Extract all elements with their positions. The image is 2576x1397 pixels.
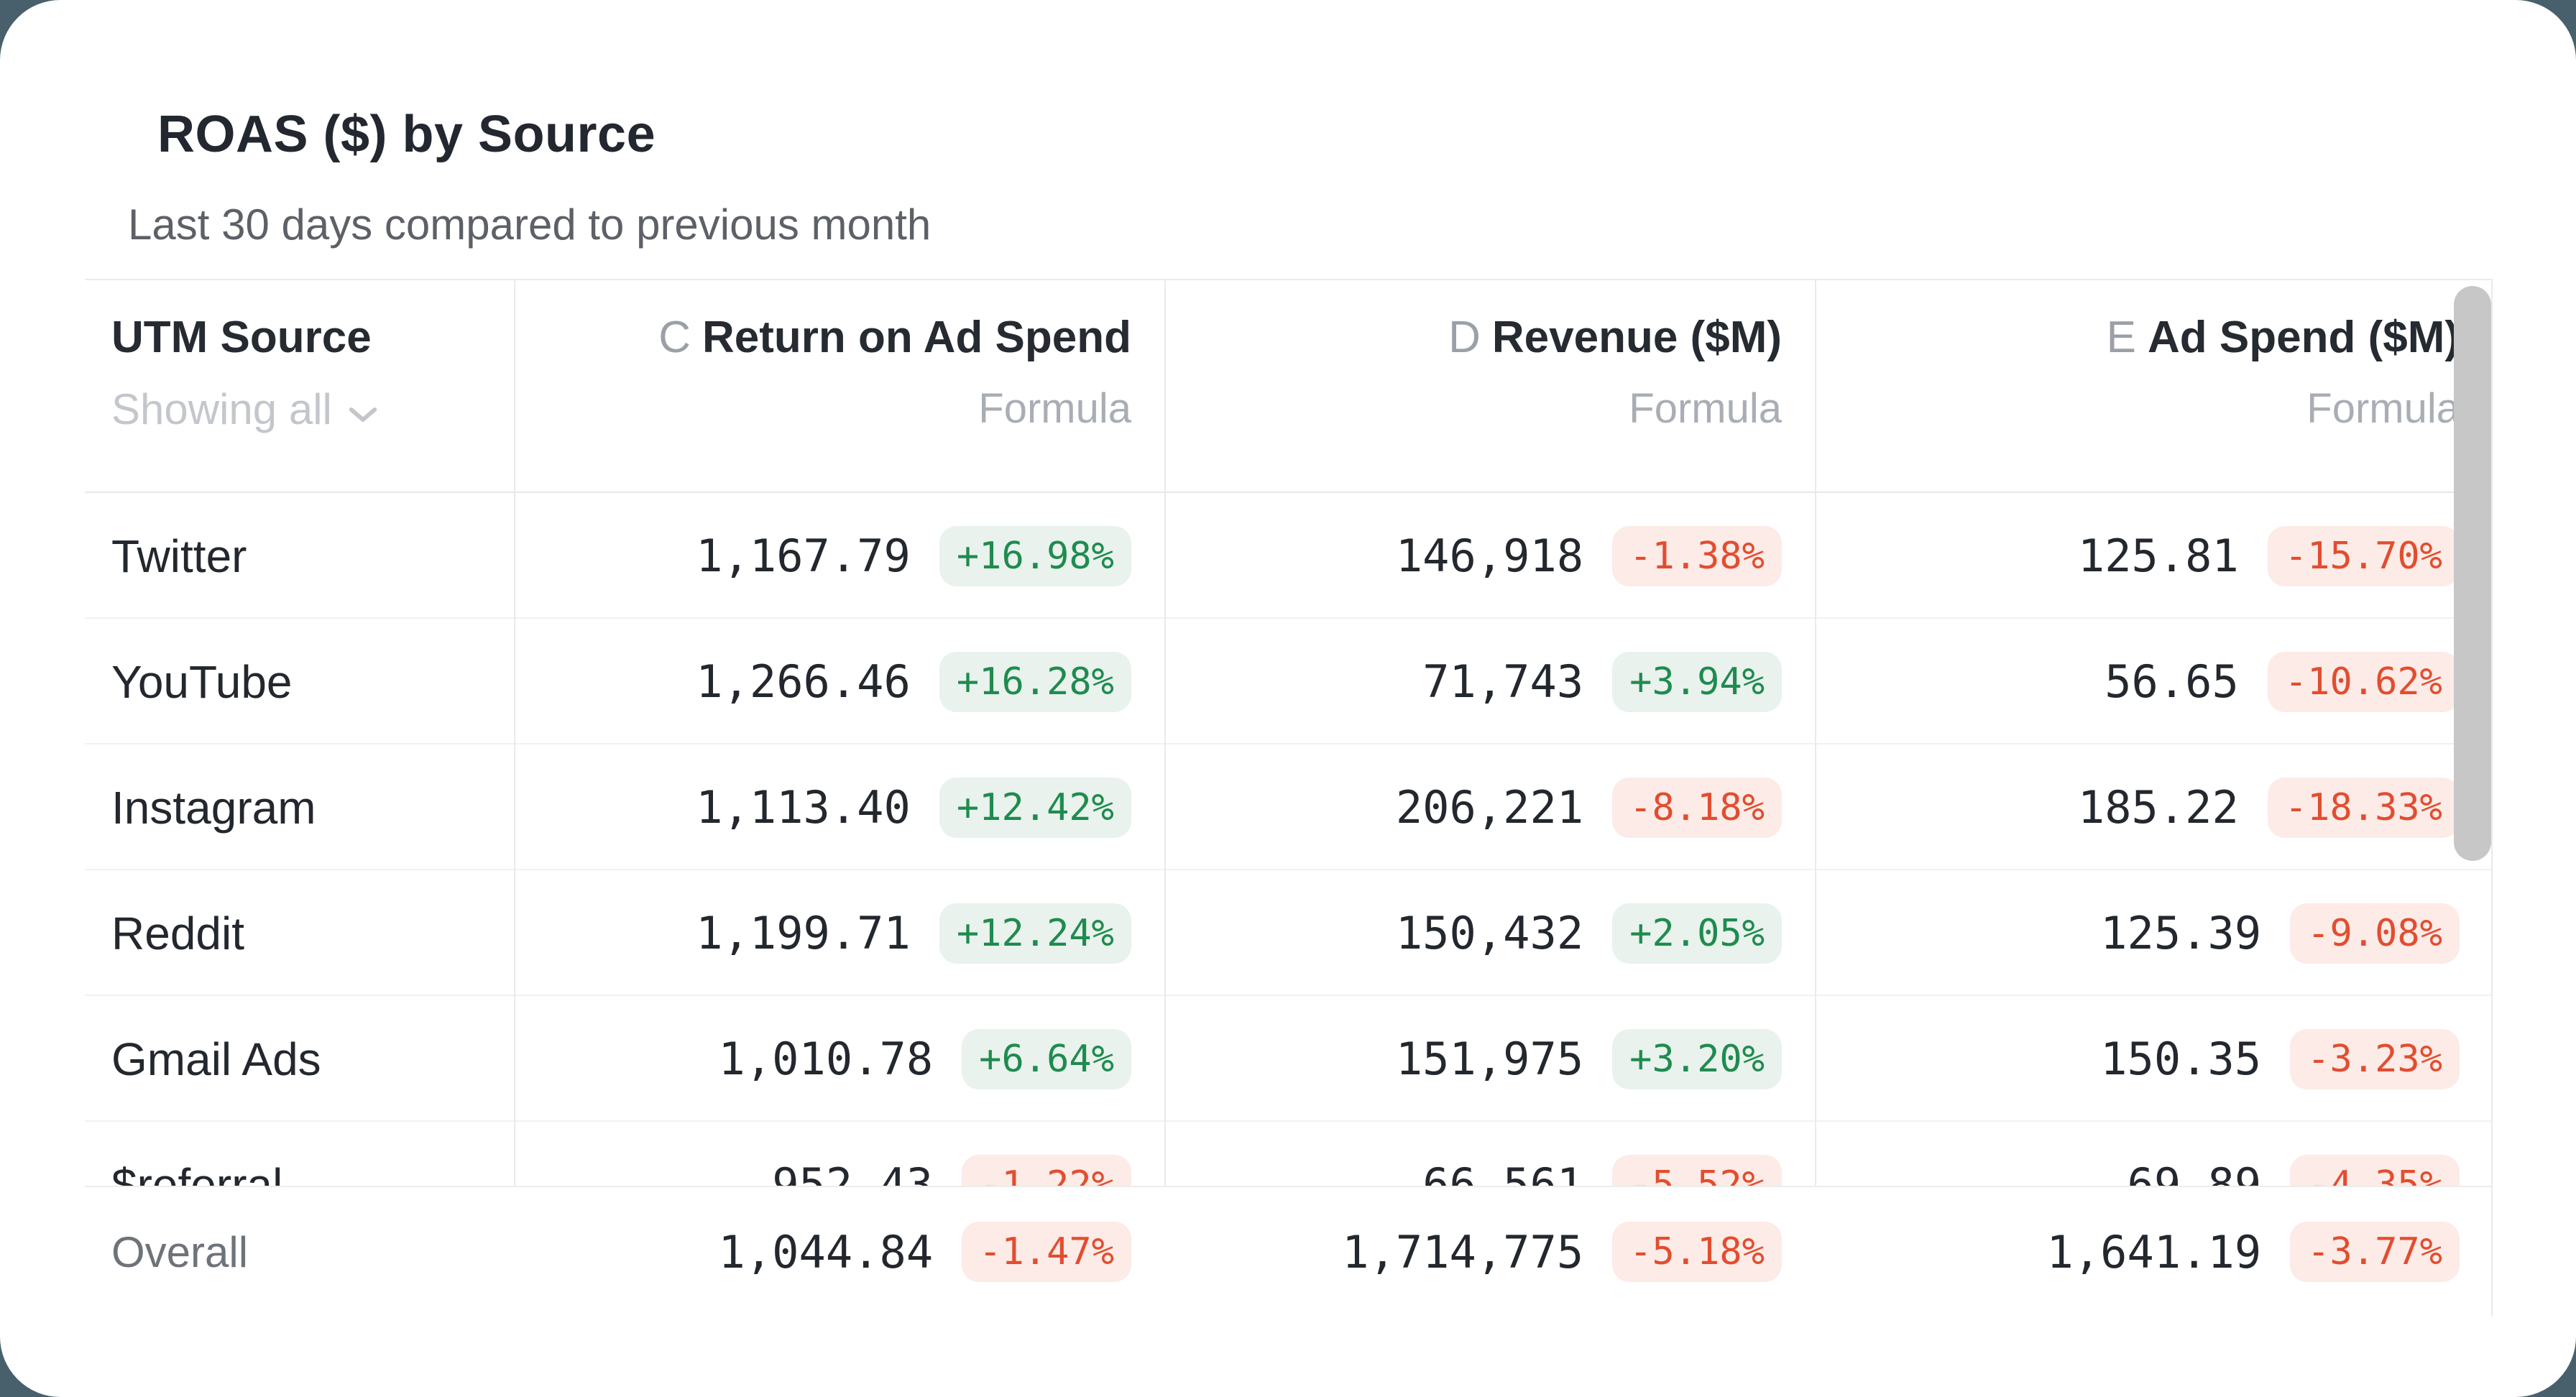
overall-adspend-delta-badge: -3.77% — [2290, 1222, 2460, 1282]
row-source-label: $referral — [111, 1158, 283, 1186]
table-header: UTM Source Showing all C Return on Ad Spe… — [85, 280, 2491, 493]
formula-label: Formula — [2306, 385, 2460, 432]
overall-row: Overall 1,044.84 -1.47% 1,714,775 -5.18%… — [85, 1186, 2491, 1317]
overall-roas-value: 1,044.84 — [718, 1225, 934, 1278]
adspend-delta-badge: -18.33% — [2267, 777, 2460, 838]
card-subtitle: Last 30 days compared to previous month — [128, 200, 932, 249]
roas-column-letter: C — [658, 313, 691, 362]
adspend-delta-badge: -9.08% — [2290, 903, 2460, 964]
column-header-adspend: E Ad Spend ($M) Formula — [1815, 280, 2493, 492]
table-row: Gmail Ads 1,010.78 +6.64% 151,975 +3.20%… — [85, 996, 2491, 1122]
roas-delta-badge: +16.28% — [939, 651, 1131, 712]
formula-label: Formula — [1629, 385, 1782, 432]
vertical-scrollbar-thumb[interactable] — [2454, 286, 2491, 861]
table-row: YouTube 1,266.46 +16.28% 71,743 +3.94% 5… — [85, 619, 2491, 744]
table-row: Instagram 1,113.40 +12.42% 206,221 -8.18… — [85, 744, 2491, 870]
revenue-value: 151,975 — [1395, 1033, 1584, 1085]
roas-value: 1,266.46 — [696, 655, 911, 708]
revenue-header-label: D Revenue ($M) — [1166, 312, 1782, 364]
revenue-delta-badge: -1.38% — [1612, 525, 1782, 586]
adspend-column-letter: E — [2106, 313, 2137, 362]
revenue-value: 71,743 — [1422, 655, 1584, 708]
roas-delta-badge: +12.24% — [939, 903, 1131, 964]
roas-table: UTM Source Showing all C Return on Ad Spe… — [85, 279, 2493, 1317]
row-source-label: Reddit — [111, 907, 244, 959]
roas-header-label: C Return on Ad Spend — [515, 312, 1131, 364]
revenue-value: 66,561 — [1422, 1158, 1584, 1186]
adspend-value: 69.89 — [2127, 1158, 2262, 1186]
adspend-value: 185.22 — [2077, 781, 2239, 834]
revenue-delta-badge: -5.52% — [1612, 1154, 1782, 1186]
source-filter-label: Showing all — [111, 385, 332, 433]
revenue-delta-badge: +2.05% — [1612, 903, 1782, 964]
overall-adspend-value: 1,641.19 — [2046, 1225, 2262, 1278]
row-source-label: Gmail Ads — [111, 1033, 321, 1085]
overall-revenue-delta-badge: -5.18% — [1612, 1222, 1782, 1282]
adspend-delta-badge: -4.35% — [2290, 1154, 2460, 1186]
revenue-header-text: Revenue ($M) — [1491, 313, 1782, 362]
roas-header-text: Return on Ad Spend — [702, 313, 1131, 362]
revenue-value: 206,221 — [1395, 781, 1584, 834]
column-header-roas: C Return on Ad Spend Formula — [514, 280, 1164, 492]
revenue-delta-badge: +3.94% — [1612, 651, 1782, 712]
formula-label: Formula — [978, 385, 1131, 432]
row-source-label: Instagram — [111, 781, 316, 834]
adspend-value: 125.81 — [2077, 530, 2239, 582]
revenue-delta-badge: +3.20% — [1612, 1028, 1782, 1089]
overall-roas-delta-badge: -1.47% — [962, 1222, 1131, 1282]
row-source-label: Twitter — [111, 530, 247, 582]
roas-value: 1,010.78 — [718, 1033, 934, 1085]
adspend-value: 150.35 — [2100, 1033, 2262, 1085]
table-body-scroll-area[interactable]: Twitter 1,167.79 +16.98% 146,918 -1.38% … — [85, 493, 2491, 1186]
adspend-delta-badge: -10.62% — [2267, 651, 2460, 712]
table-row: $referral 952.43 -1.22% 66,561 -5.52% 69… — [85, 1122, 2491, 1186]
adspend-delta-badge: -15.70% — [2267, 525, 2460, 586]
revenue-value: 150,432 — [1395, 907, 1584, 959]
roas-value: 1,199.71 — [696, 907, 911, 959]
adspend-value: 56.65 — [2104, 655, 2239, 708]
roas-delta-badge: -1.22% — [962, 1154, 1131, 1186]
overall-label: Overall — [111, 1227, 249, 1276]
roas-delta-badge: +6.64% — [962, 1028, 1131, 1089]
utm-source-header-label: UTM Source — [111, 313, 372, 362]
roas-delta-badge: +12.42% — [939, 777, 1131, 838]
revenue-delta-badge: -8.18% — [1612, 777, 1782, 838]
chevron-down-icon — [348, 385, 378, 434]
column-header-revenue: D Revenue ($M) Formula — [1164, 280, 1815, 492]
table-row: Twitter 1,167.79 +16.98% 146,918 -1.38% … — [85, 493, 2491, 619]
revenue-column-letter: D — [1448, 313, 1481, 362]
row-source-label: YouTube — [111, 655, 293, 708]
adspend-value: 125.39 — [2100, 907, 2262, 959]
revenue-value: 146,918 — [1395, 530, 1584, 582]
roas-value: 1,113.40 — [696, 781, 911, 834]
roas-value: 1,167.79 — [696, 530, 911, 582]
adspend-delta-badge: -3.23% — [2290, 1028, 2460, 1089]
adspend-header-text: Ad Spend ($M) — [2148, 313, 2460, 362]
overall-revenue-value: 1,714,775 — [1342, 1225, 1584, 1278]
table-row: Reddit 1,199.71 +12.24% 150,432 +2.05% 1… — [85, 870, 2491, 996]
adspend-header-label: E Ad Spend ($M) — [1816, 312, 2460, 364]
column-header-utm-source: UTM Source Showing all — [85, 280, 514, 492]
roas-value: 952.43 — [772, 1158, 934, 1186]
roas-delta-badge: +16.98% — [939, 525, 1131, 586]
source-filter-dropdown[interactable]: Showing all — [111, 385, 514, 434]
card-title: ROAS ($) by Source — [157, 106, 656, 163]
